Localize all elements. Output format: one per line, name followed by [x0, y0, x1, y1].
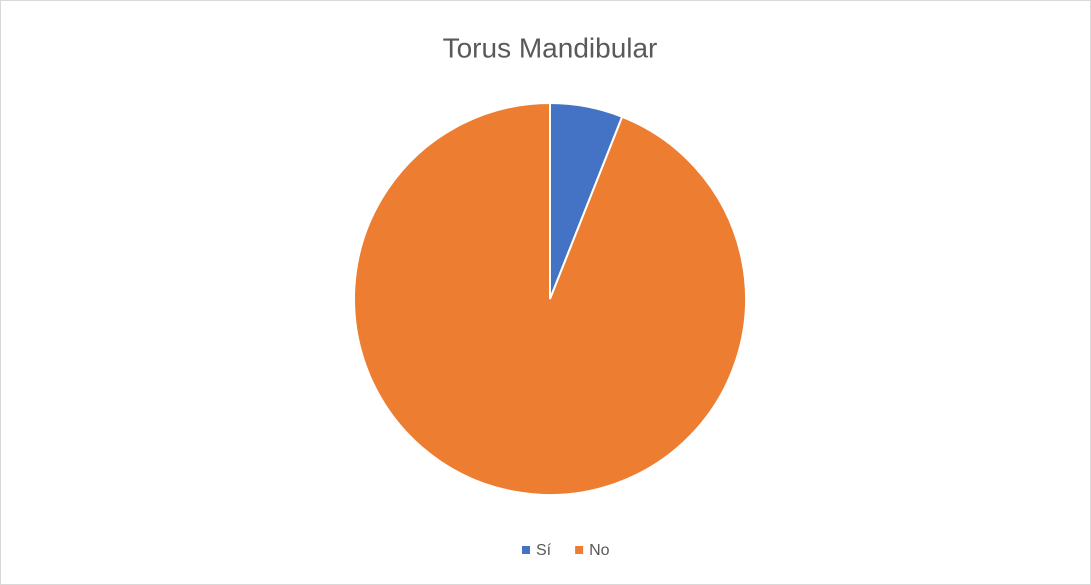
legend-swatch — [522, 546, 530, 554]
legend-label: Sí — [536, 542, 552, 559]
pie-slice — [353, 101, 747, 496]
legend-swatch — [575, 546, 584, 554]
legend-label: No — [589, 542, 610, 559]
chart-title: Torus Mandibular — [443, 32, 658, 63]
